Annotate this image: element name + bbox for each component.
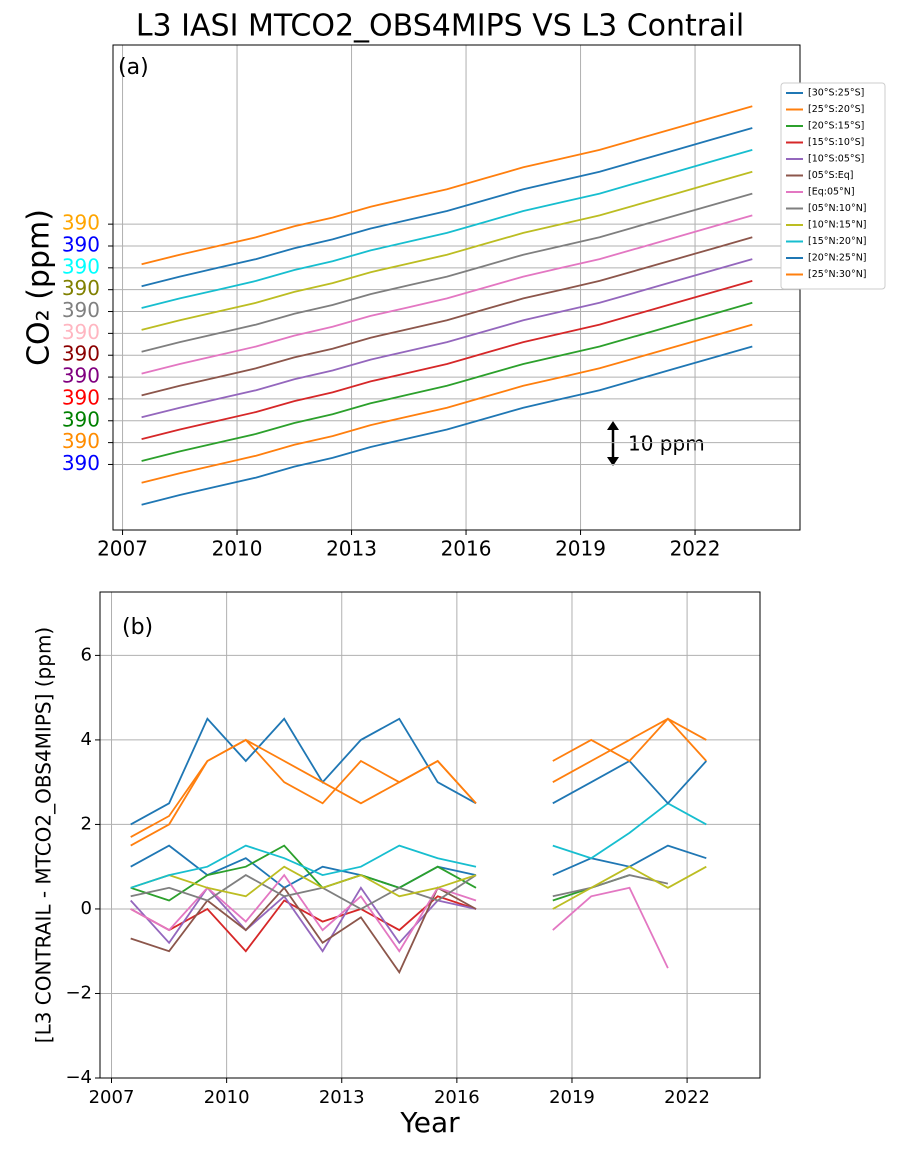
x-tick-label: 2016: [441, 537, 492, 561]
y-tick-label: 390: [62, 211, 100, 235]
x-tick-label: 2016: [434, 1087, 480, 1108]
x-tick-label: 2013: [319, 1087, 365, 1108]
y-tick-label: 390: [62, 276, 100, 300]
y-tick-label: 4: [81, 729, 92, 750]
x-tick-label: 2010: [212, 537, 263, 561]
y-tick-label: 0: [81, 898, 92, 919]
plot-frame: [99, 591, 761, 1079]
y-tick-label: 390: [62, 342, 100, 366]
series-line: [130, 802, 707, 889]
legend-label: [05°S:Eq]: [808, 170, 854, 181]
series-line: [141, 323, 753, 484]
series-line: [141, 170, 753, 331]
x-tick-label: 2007: [89, 1087, 135, 1108]
series-line: [130, 874, 669, 911]
y-tick-label: 390: [62, 451, 100, 475]
legend-label: [05°N:10°N]: [808, 203, 867, 214]
y-tick-label: 6: [81, 644, 92, 665]
series-line: [141, 258, 753, 419]
chart-title: L3 IASI MTCO2_OBS4MIPS VS L3 Contrail: [136, 9, 744, 44]
series-line: [130, 717, 707, 847]
panel-label: (a): [118, 55, 149, 80]
series-line: [141, 280, 753, 440]
y-tick-label: 390: [62, 364, 100, 388]
y-tick-label: 390: [62, 254, 100, 278]
x-axis-label: Year: [399, 1106, 460, 1139]
x-tick-label: 2019: [549, 1087, 595, 1108]
legend-box: [780, 82, 886, 290]
y-tick-label: −2: [65, 982, 92, 1003]
series-line: [141, 345, 753, 506]
series-line: [141, 127, 753, 288]
x-tick-label: 2022: [670, 537, 721, 561]
legend-label: [10°N:15°N]: [808, 220, 867, 231]
y-tick-label: 390: [62, 232, 100, 256]
series-line: [130, 886, 477, 953]
series-line: [141, 192, 753, 353]
series-line: [141, 214, 753, 375]
series-line: [130, 865, 707, 910]
y-axis-label: [L3 CONTRAIL - MTCO2_OBS4MIPS] (ppm): [32, 627, 56, 1043]
scale-note: 10 ppm: [628, 432, 705, 456]
x-tick-label: 2022: [664, 1087, 710, 1108]
y-tick-label: 390: [62, 298, 100, 322]
series-line: [130, 717, 707, 838]
series-line: [141, 236, 753, 397]
y-tick-label: 390: [62, 320, 100, 344]
y-axis-label: CO₂ (ppm): [22, 209, 57, 366]
x-tick-label: 2010: [204, 1087, 250, 1108]
series-line: [141, 149, 753, 309]
y-tick-label: 390: [62, 429, 100, 453]
legend: [30°S:25°S] [25°S:20°S] [20°S:15°S] [15°S:1…: [780, 82, 886, 290]
y-tick-label: −4: [65, 1067, 92, 1088]
legend-label: [20°S:15°S]: [808, 121, 864, 132]
x-tick-label: 2013: [326, 537, 377, 561]
legend-label: [25°N:30°N]: [808, 269, 867, 280]
legend-label: [30°S:25°S]: [808, 88, 864, 99]
legend-label: [15°N:20°N]: [808, 236, 867, 247]
y-tick-label: 390: [62, 407, 100, 431]
series-line: [141, 105, 753, 266]
x-tick-label: 2019: [555, 537, 606, 561]
y-tick-label: 390: [62, 385, 100, 409]
plot-frame: [112, 44, 801, 531]
legend-label: [10°S:05°S]: [808, 154, 864, 165]
series-line: [130, 895, 477, 953]
series-line: [130, 873, 669, 969]
legend-label: [25°S:20°S]: [808, 104, 864, 115]
legend-label: [15°S:10°S]: [808, 137, 864, 148]
legend-label: [Eq:05°N]: [808, 187, 855, 198]
panel-label: (b): [122, 615, 153, 640]
series-line: [130, 886, 477, 975]
y-tick-label: 2: [81, 813, 92, 834]
scale-arrow: [607, 421, 619, 466]
series-line: [141, 301, 753, 462]
legend-label: [20°N:25°N]: [808, 253, 867, 264]
x-tick-label: 2007: [97, 537, 148, 561]
